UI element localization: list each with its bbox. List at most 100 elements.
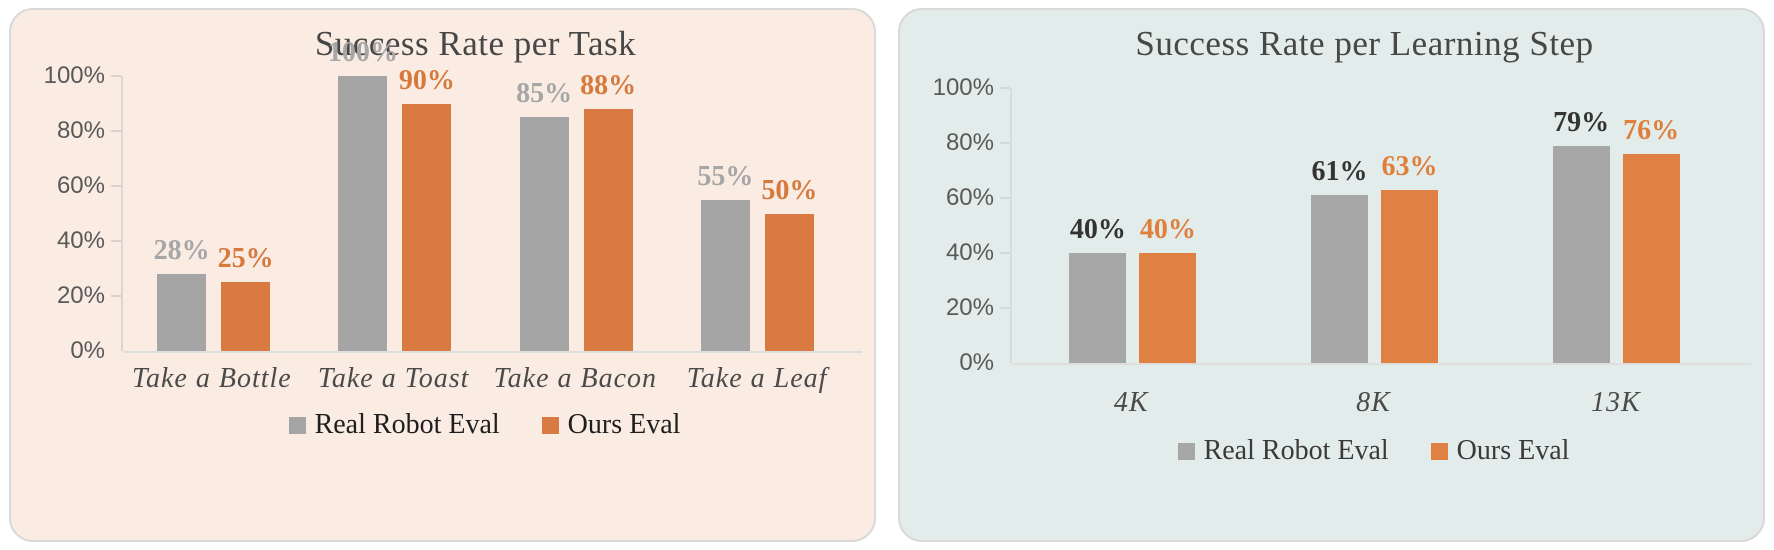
legend-label: Ours Eval — [567, 409, 681, 440]
y-axis-tick-mark — [111, 295, 121, 297]
bar-value-label: 90% — [398, 64, 455, 96]
bar-group: 85% 88% — [486, 70, 667, 351]
bar-wrapper: 40% — [1139, 214, 1197, 363]
plot-row: 0% 20% 40% 60% 80% 100% 28% 25% 100% 90% 85% 88% 55%… — [33, 37, 862, 364]
bar-wrapper: 90% — [399, 65, 455, 351]
bar-group: 100% 90% — [304, 37, 485, 351]
bar-real-robot — [157, 274, 207, 351]
y-axis-tick-mark — [1000, 252, 1010, 254]
legend-item: Real Robot Eval — [288, 409, 500, 441]
legend: Real Robot Eval Ours Eval — [1010, 435, 1737, 467]
bar-ours — [1622, 154, 1680, 363]
bar-wrapper: 100% — [328, 37, 398, 351]
plot-row: 0% 20% 40% 60% 80% 100% 40% 40% 61% 63% 79% 76% — [922, 74, 1751, 376]
y-axis-tick-label: 100% — [43, 62, 105, 89]
bar-real-robot — [519, 117, 569, 351]
y-axis-tick-mark — [1000, 307, 1010, 309]
y-axis-tick-label: 20% — [945, 294, 994, 321]
x-axis-category-label: Take a Toast — [317, 363, 470, 394]
plot-area: 40% 40% 61% 63% 79% 76% — [1000, 87, 1751, 365]
bar-group: 55% 50% — [667, 76, 848, 351]
bar-group: 79% 76% — [1495, 88, 1737, 363]
y-axis-tick-label: 40% — [945, 239, 994, 266]
y-axis-tick-mark — [1000, 87, 1010, 89]
x-axis-line — [123, 351, 862, 353]
legend-label: Ours Eval — [1456, 435, 1570, 466]
bar-value-label: 40% — [1139, 214, 1196, 245]
y-axis-tick-label: 0% — [70, 337, 105, 364]
x-axis-category-label: Take a Leaf — [686, 363, 828, 394]
chart-title-task: Success Rate per Task — [314, 24, 637, 63]
y-axis-tick-mark — [1000, 197, 1010, 199]
bar-value-label: 50% — [761, 174, 818, 206]
bar-value-label: 25% — [217, 243, 274, 275]
y-axis-tick-label: 20% — [56, 282, 105, 309]
y-axis-tick-mark — [1000, 142, 1010, 144]
plot-area: 28% 25% 100% 90% 85% 88% 55% 50% — [111, 37, 862, 353]
y-axis: 0% 20% 40% 60% 80% 100% — [922, 74, 1010, 376]
bar-ours — [1381, 189, 1438, 363]
bar-groups: 28% 25% 100% 90% 85% 88% 55% 50% — [123, 37, 848, 351]
bar-ours — [764, 213, 814, 351]
legend-color-swatch — [1177, 442, 1195, 460]
bar-groups: 40% 40% 61% 63% 79% 76% — [1012, 88, 1737, 363]
legend: Real Robot Eval Ours Eval — [121, 409, 848, 441]
bar-wrapper: 55% — [697, 161, 753, 351]
x-axis-category-label: 8K — [1356, 387, 1391, 418]
bar-wrapper: 25% — [218, 243, 274, 351]
bar-real-robot — [338, 76, 388, 351]
bar-wrapper: 50% — [761, 175, 817, 351]
chart-title-learning-step: Success Rate per Learning Step — [1135, 24, 1594, 63]
bar-wrapper: 40% — [1069, 214, 1127, 363]
x-axis-category-label: 13K — [1590, 387, 1641, 418]
x-axis-line — [1012, 363, 1751, 365]
bar-group: 28% 25% — [123, 76, 304, 351]
legend-color-swatch — [288, 416, 306, 434]
legend-item: Ours Eval — [1430, 435, 1570, 467]
bar-value-label: 76% — [1623, 115, 1680, 146]
bar-wrapper: 63% — [1381, 151, 1438, 363]
legend-color-swatch — [541, 416, 559, 434]
bar-group: 61% 63% — [1254, 88, 1496, 363]
bar-real-robot — [1552, 145, 1610, 363]
y-axis-tick-label: 100% — [932, 74, 994, 101]
bar-value-label: 63% — [1381, 150, 1438, 182]
x-axis-category-row: Take a Bottle Take a Toast Take a Bacon Tak… — [121, 363, 848, 395]
y-axis-tick-label: 60% — [56, 172, 105, 199]
bar-chart-task: 0% 20% 40% 60% 80% 100% 28% 25% 100% 90% 85% 88% 55%… — [33, 37, 862, 441]
bar-chart-learning-step: 0% 20% 40% 60% 80% 100% 40% 40% 61% 63% 79% 76% 4K 8K… — [922, 74, 1751, 467]
bar-group: 40% 40% — [1012, 88, 1254, 363]
y-axis-tick-mark — [111, 130, 121, 132]
x-axis-category-label: 4K — [1113, 387, 1149, 418]
y-axis-tick-mark — [111, 185, 121, 187]
bar-value-label: 55% — [697, 160, 754, 192]
legend-item: Ours Eval — [541, 409, 681, 441]
bar-wrapper: 88% — [580, 70, 636, 351]
bar-wrapper: 79% — [1552, 107, 1610, 363]
bar-wrapper: 28% — [154, 235, 210, 351]
bar-value-label: 40% — [1069, 214, 1126, 245]
chart-card-learning-step: Success Rate per Learning Step 0% 20% 40% 6… — [898, 8, 1765, 542]
bar-wrapper: 76% — [1622, 115, 1680, 363]
bar-value-label: 88% — [580, 70, 637, 101]
bar-ours — [402, 103, 452, 351]
bar-ours — [221, 282, 271, 351]
x-axis-category-row: 4K 8K 13K — [1010, 387, 1737, 419]
bar-real-robot — [700, 199, 750, 351]
y-axis-tick-mark — [111, 75, 121, 77]
bar-ours — [1139, 253, 1197, 363]
chart-card-task: Success Rate per Task 0% 20% 40% 60% 80% 100%… — [9, 8, 876, 542]
legend-item: Real Robot Eval — [1177, 435, 1389, 467]
bar-value-label: 85% — [516, 78, 573, 110]
y-axis-tick-label: 80% — [945, 129, 994, 156]
bar-wrapper: 85% — [516, 78, 572, 351]
y-axis-tick-label: 40% — [56, 227, 105, 254]
y-axis: 0% 20% 40% 60% 80% 100% — [33, 62, 121, 364]
bar-real-robot — [1311, 195, 1368, 363]
y-axis-tick-mark — [111, 240, 121, 242]
x-axis-category-label: Take a Bottle — [132, 363, 292, 394]
bar-ours — [583, 109, 633, 351]
bar-value-label: 61% — [1311, 156, 1368, 188]
x-axis-category-label: Take a Bacon — [493, 363, 658, 394]
